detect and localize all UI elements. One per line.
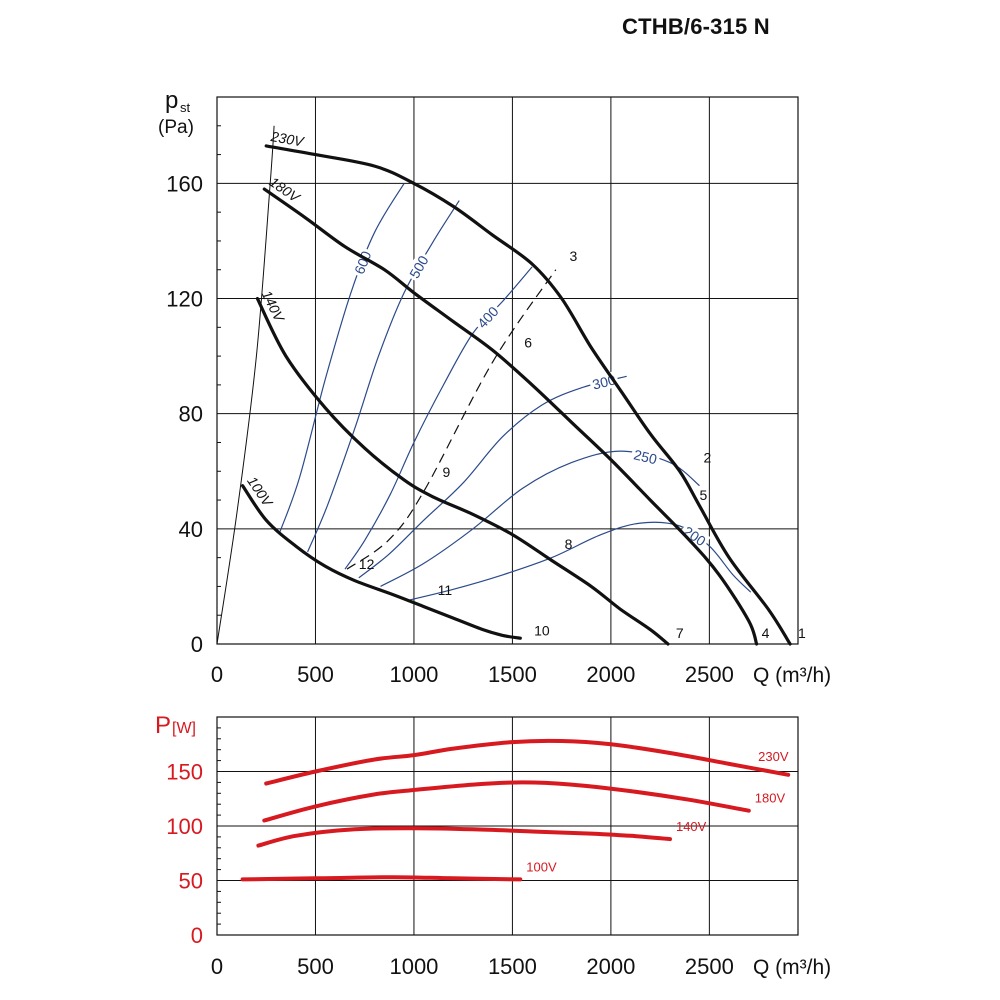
x-tick-label: 0 [211,662,223,687]
operating-point-label-8: 8 [565,536,573,552]
system-curve-dashed [346,269,557,570]
y-axis-unit: (Pa) [158,117,194,138]
y-axis-label: p [165,87,178,114]
speed-curve-400 [344,266,533,570]
x-tick-label: 0 [211,954,223,979]
operating-point-label-2: 2 [703,450,711,466]
voltage-label-180V: 180V [267,173,304,206]
y-axis-unit: [W] [172,720,196,737]
y-tick-label: 0 [191,632,203,657]
operating-point-label-12: 12 [359,556,375,572]
x-tick-label: 1500 [488,954,537,979]
power-label-140V: 140V [676,819,707,834]
x-tick-label: 2500 [685,954,734,979]
x-tick-label: 2000 [586,662,635,687]
x-tick-label: 500 [297,954,334,979]
operating-point-label-7: 7 [676,625,684,641]
power-curve-140V [256,826,672,848]
y-tick-label: 120 [166,287,203,312]
operating-point-label-9: 9 [443,464,451,480]
y-tick-label: 80 [179,402,203,427]
pressure-curve-230V [264,144,792,646]
voltage-label-230V: 230V [269,128,307,150]
page-title: CTHB/6-315 N [622,14,770,39]
speed-curve-500 [307,200,460,553]
y-tick-label: 50 [179,869,203,894]
speed-label-bg [472,301,504,333]
y-tick-label: 40 [179,517,203,542]
y-tick-label: 160 [166,171,203,196]
power-label-100V: 100V [526,859,557,874]
x-tick-label: 500 [297,662,334,687]
y-axis-label: P [155,712,171,739]
stall-boundary-line [216,125,275,645]
pressure-curve-100V [241,484,522,640]
speed-curve-200 [405,521,752,602]
speed-curve-300 [358,375,627,579]
operating-point-label-5: 5 [700,487,708,503]
speed-label-250: 250 [632,446,659,467]
speed-label-bg [404,250,433,283]
power-curve-230V [264,738,791,786]
power-curve-180V [262,780,751,823]
x-tick-label: 1000 [389,662,438,687]
voltage-label-100V: 100V [244,473,277,510]
x-tick-label: 1000 [389,954,438,979]
pressure-curve-140V [255,296,670,646]
x-tick-label: 2000 [586,954,635,979]
speed-curve-250 [380,450,700,587]
y-tick-label: 0 [191,923,203,948]
operating-point-label-6: 6 [524,334,532,350]
operating-point-label-1: 1 [798,625,806,641]
operating-point-label-11: 11 [438,582,453,598]
plot-frame [216,96,799,645]
pressure-curve-180V [262,187,759,646]
operating-point-label-4: 4 [762,625,770,641]
power-chart: 0 500 1000 1500 2000 2500 0 50 100 150 Q (m³/h) P [W… [155,712,831,979]
power-label-180V: 180V [755,791,786,806]
y-axis-label-sub: st [180,100,191,115]
voltage-label-140V: 140V [259,288,289,326]
operating-point-label-10: 10 [534,622,550,638]
x-axis-label: Q (m³/h) [753,956,831,979]
x-tick-label: 2500 [685,662,734,687]
speed-label-bg [350,246,376,279]
x-tick-label: 1500 [488,662,537,687]
power-curve-100V [240,875,523,882]
pressure-chart: 0 500 1000 1500 2000 2500 0 40 80 120 160 Q (m³/h) p… [158,87,831,687]
speed-curve-600 [279,183,405,532]
y-tick-label: 150 [166,760,203,785]
speed-label-bg [629,445,661,468]
power-label-230V: 230V [758,749,789,764]
y-tick-label: 100 [166,814,203,839]
x-axis-label: Q (m³/h) [753,664,831,687]
speed-label-bg [678,521,711,551]
operating-point-label-3: 3 [570,248,578,264]
